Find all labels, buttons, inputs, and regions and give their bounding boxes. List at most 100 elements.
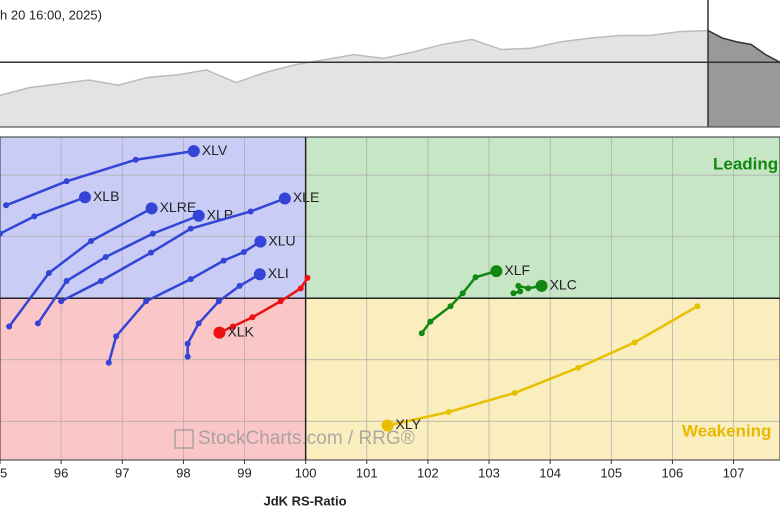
quadrant-leading bbox=[305, 137, 780, 299]
tail-point bbox=[187, 276, 194, 283]
head-point bbox=[213, 326, 226, 339]
tail bbox=[60, 197, 286, 303]
head-point bbox=[253, 268, 266, 281]
history-line bbox=[0, 29, 709, 96]
plot-border bbox=[0, 136, 780, 461]
tail-point bbox=[215, 298, 222, 305]
tail-point bbox=[575, 364, 582, 371]
tail-point bbox=[418, 330, 425, 337]
series-label: XLE bbox=[293, 189, 319, 205]
tail-point bbox=[445, 409, 452, 416]
x-tick-label: 102 bbox=[417, 465, 439, 480]
head-point bbox=[187, 145, 200, 158]
head-point bbox=[490, 265, 503, 278]
x-axis-label: JdK RS-Ratio bbox=[263, 493, 346, 508]
x-tick-label: 103 bbox=[478, 465, 500, 480]
tail bbox=[5, 149, 194, 207]
tail-point bbox=[694, 303, 701, 310]
x-tick-label: 106 bbox=[662, 465, 684, 480]
head-point bbox=[254, 235, 267, 248]
series-label: XLB bbox=[93, 188, 119, 204]
tail-point bbox=[631, 339, 638, 346]
tail bbox=[8, 207, 153, 328]
quadrant-lagging bbox=[0, 298, 306, 460]
series-label: XLY bbox=[396, 416, 422, 432]
tail-point bbox=[143, 298, 150, 305]
tail-point bbox=[34, 320, 41, 327]
tail-point bbox=[229, 323, 236, 330]
series-label: XLV bbox=[202, 142, 228, 158]
x-tick-label: 95 bbox=[0, 465, 7, 480]
tail-point bbox=[517, 288, 524, 295]
quadrant-weakening bbox=[305, 298, 780, 460]
tail-point bbox=[195, 320, 202, 327]
tail-point bbox=[184, 353, 191, 360]
tail-point bbox=[0, 230, 3, 237]
watermark-icon bbox=[174, 429, 194, 449]
forecast-area bbox=[708, 30, 780, 128]
x-tick-label: 107 bbox=[723, 465, 745, 480]
tail-point bbox=[147, 249, 154, 256]
tail-point bbox=[459, 290, 466, 297]
quadrant-label: Leading bbox=[713, 154, 778, 173]
series-label: XLI bbox=[268, 265, 289, 281]
x-tick-label: 104 bbox=[539, 465, 561, 480]
tail-point bbox=[102, 253, 109, 260]
tail-point bbox=[132, 156, 139, 163]
x-tick-label: 101 bbox=[356, 465, 378, 480]
tail-point bbox=[63, 277, 70, 284]
tail-point bbox=[277, 298, 284, 305]
series-label: XLF bbox=[504, 262, 530, 278]
tail-point bbox=[515, 282, 522, 289]
caption: h 20 16:00, 2025) bbox=[0, 7, 102, 22]
forecast-line bbox=[707, 29, 780, 63]
x-tick-label: 98 bbox=[176, 465, 190, 480]
quadrant-label: Weakening bbox=[682, 421, 771, 440]
tail-point bbox=[247, 208, 254, 215]
tail-point bbox=[31, 213, 38, 220]
tail-point bbox=[88, 237, 95, 244]
head-point bbox=[192, 209, 205, 222]
tail-point bbox=[472, 274, 479, 281]
tail-point bbox=[113, 333, 120, 340]
tail-point bbox=[427, 318, 434, 325]
head-point bbox=[381, 419, 394, 432]
series-label: XLRE bbox=[160, 199, 197, 215]
tail-point bbox=[105, 359, 112, 366]
watermark: StockCharts.com / RRG® bbox=[198, 428, 415, 449]
tail-point bbox=[45, 269, 52, 276]
series-label: XLU bbox=[268, 232, 295, 248]
head-point bbox=[78, 191, 91, 204]
history-area bbox=[0, 30, 708, 128]
tail-point bbox=[6, 323, 13, 330]
tail-point bbox=[220, 257, 227, 264]
tail-point bbox=[149, 230, 156, 237]
tail-point bbox=[63, 178, 70, 185]
tail-point bbox=[184, 340, 191, 347]
x-tick-label: 97 bbox=[115, 465, 129, 480]
x-tick-label: 99 bbox=[237, 465, 251, 480]
tail-point bbox=[511, 389, 518, 396]
tail-point bbox=[3, 202, 10, 209]
tail-point bbox=[58, 298, 65, 305]
x-tick-label: 96 bbox=[54, 465, 68, 480]
tail-point bbox=[525, 285, 532, 292]
series-label: XLC bbox=[550, 277, 577, 293]
head-point bbox=[278, 192, 291, 205]
tail-point bbox=[97, 277, 104, 284]
tail-point bbox=[297, 285, 304, 292]
tail-point bbox=[304, 274, 311, 281]
series-label: XLK bbox=[227, 323, 254, 339]
tail-point bbox=[236, 282, 243, 289]
tail-point bbox=[240, 249, 247, 256]
tail-point bbox=[447, 303, 454, 310]
head-point bbox=[535, 279, 548, 292]
tail-point bbox=[510, 290, 517, 297]
x-tick-label: 105 bbox=[600, 465, 622, 480]
tail bbox=[387, 305, 699, 427]
x-tick-label: 100 bbox=[295, 465, 317, 480]
tail-point bbox=[249, 314, 256, 321]
head-point bbox=[145, 202, 158, 215]
tail-point bbox=[187, 225, 194, 232]
